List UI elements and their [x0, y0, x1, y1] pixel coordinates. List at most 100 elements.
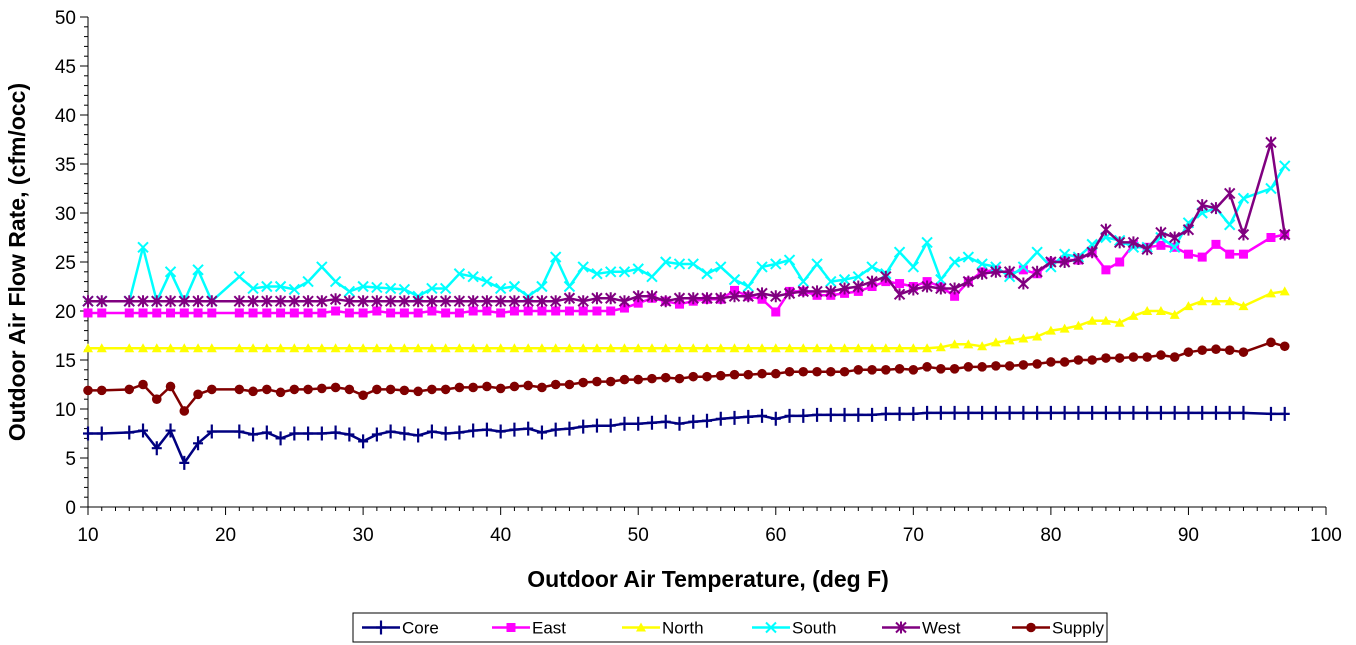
- data-point-north: [977, 341, 988, 351]
- data-point-supply: [1279, 341, 1290, 352]
- data-point-core: [138, 423, 149, 438]
- data-point-north: [523, 343, 534, 353]
- series-core: [83, 405, 1290, 470]
- data-point-east: [344, 308, 354, 318]
- data-point-core: [509, 422, 520, 437]
- data-point-south: [426, 282, 438, 295]
- data-point-east: [509, 306, 519, 316]
- data-point-core: [825, 407, 836, 422]
- data-point-north: [949, 339, 960, 349]
- data-point-south: [866, 261, 878, 273]
- data-point-north: [289, 343, 300, 353]
- data-point-supply: [1032, 359, 1042, 369]
- data-point-south: [1017, 261, 1030, 273]
- data-point-core: [385, 424, 396, 439]
- data-point-south: [935, 273, 947, 286]
- data-point-core: [179, 455, 190, 470]
- data-point-east: [317, 308, 327, 318]
- data-point-supply: [826, 366, 836, 377]
- data-point-west: [935, 282, 947, 295]
- data-point-south: [673, 258, 686, 270]
- data-point-west: [384, 295, 397, 308]
- data-point-core: [688, 414, 699, 429]
- data-point-core: [193, 436, 204, 451]
- data-point-east: [276, 308, 286, 318]
- data-point-north: [83, 343, 93, 353]
- data-point-east: [633, 298, 643, 308]
- y-ticks: 0 5 10 15 20 25 30 35 40 45 50: [55, 8, 88, 519]
- data-point-supply: [1087, 355, 1097, 365]
- data-point-east: [619, 303, 629, 313]
- data-point-north: [550, 343, 561, 353]
- data-point-west: [1155, 226, 1167, 239]
- data-point-west: [82, 295, 94, 308]
- data-point-core: [812, 407, 823, 422]
- data-point-south: [1237, 192, 1250, 205]
- data-point-west: [329, 293, 342, 306]
- data-point-supply: [124, 384, 135, 395]
- data-point-south: [1279, 160, 1291, 172]
- data-point-north: [1210, 296, 1221, 306]
- data-point-core: [1279, 406, 1290, 421]
- data-point-west: [1265, 136, 1277, 149]
- data-point-north: [578, 343, 589, 353]
- series-line-supply: [88, 341, 1286, 413]
- data-point-west: [1279, 228, 1291, 241]
- data-point-supply: [1156, 350, 1166, 360]
- data-point-north: [880, 343, 891, 353]
- data-point-south: [728, 273, 741, 286]
- legend-label-west: West: [922, 619, 961, 638]
- data-point-core: [344, 427, 355, 442]
- x-axis-title: Outdoor Air Temperature, (deg F): [527, 566, 889, 592]
- data-point-west: [233, 295, 246, 308]
- data-point-north: [1279, 286, 1290, 296]
- data-point-supply: [1018, 360, 1029, 370]
- data-point-west: [206, 295, 218, 308]
- data-point-supply: [798, 366, 809, 377]
- data-point-west: [1141, 243, 1153, 256]
- data-point-core: [454, 425, 465, 440]
- data-point-core: [468, 423, 479, 438]
- data-point-supply: [908, 365, 919, 375]
- data-point-core: [1059, 405, 1070, 420]
- data-point-east: [1183, 249, 1193, 259]
- data-point-supply: [578, 377, 588, 388]
- y-tick-label: 40: [55, 106, 76, 127]
- data-point-north: [138, 343, 149, 353]
- data-point-core: [330, 425, 341, 440]
- y-tick-label: 10: [55, 400, 76, 421]
- data-point-north: [1197, 296, 1208, 306]
- data-point-core: [165, 423, 176, 438]
- data-point-supply: [1238, 347, 1249, 357]
- data-point-south: [701, 268, 713, 280]
- data-point-core: [1142, 405, 1153, 420]
- data-point-south: [948, 256, 961, 268]
- data-point-supply: [303, 384, 313, 395]
- data-point-east: [895, 279, 905, 289]
- data-point-east: [1101, 265, 1111, 275]
- data-point-supply: [1004, 361, 1015, 371]
- data-point-east: [468, 306, 478, 316]
- data-point-north: [330, 343, 341, 353]
- data-point-south: [316, 261, 328, 273]
- series-layer: [82, 136, 1291, 470]
- data-point-west: [137, 295, 149, 308]
- data-point-supply: [330, 382, 341, 393]
- data-point-south: [549, 251, 562, 263]
- data-point-supply: [523, 380, 533, 391]
- data-point-west: [1224, 187, 1236, 200]
- data-point-east: [386, 308, 396, 318]
- legend-marker-supply: [1026, 622, 1036, 633]
- legend-entry-north: North: [622, 619, 704, 638]
- data-point-west: [660, 295, 672, 308]
- data-point-core: [523, 421, 534, 436]
- legend-entry-south: South: [752, 619, 836, 638]
- legend: Core East North South West Supply: [352, 612, 1108, 643]
- data-point-east: [124, 308, 134, 318]
- data-point-north: [1238, 301, 1249, 311]
- data-point-north: [812, 343, 823, 353]
- data-point-core: [880, 406, 891, 421]
- data-point-supply: [660, 372, 671, 383]
- data-point-core: [591, 418, 602, 433]
- data-point-west: [343, 295, 356, 308]
